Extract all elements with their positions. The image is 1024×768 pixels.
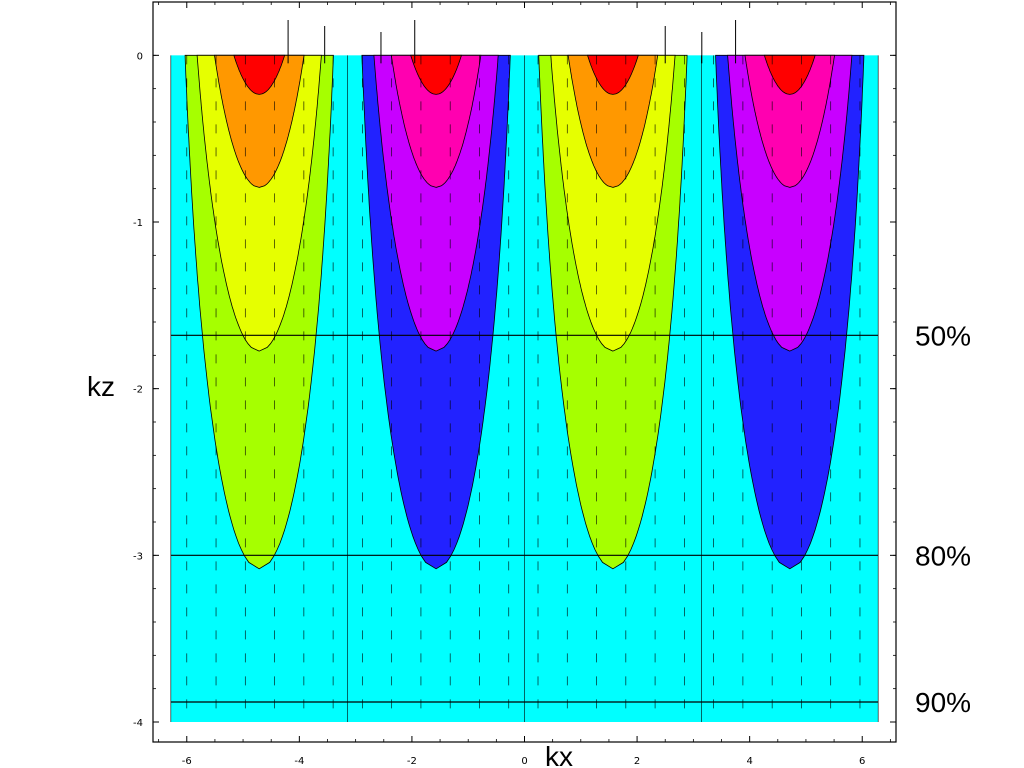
dashed-streamlines — [186, 20, 861, 722]
y-tick-label-0: 0 — [137, 51, 143, 62]
axis-ticks: -6 -4 -2 0 2 4 6 0 -1 -2 -3 -4 — [133, 2, 896, 767]
x-tick-label-5: 4 — [746, 756, 752, 767]
reference-label-1: 80% — [915, 540, 971, 571]
x-tick-label-0: -6 — [182, 756, 192, 767]
y-tick-label-4: -4 — [133, 718, 143, 729]
reference-label-2: 90% — [915, 687, 971, 718]
y-axis-label: kz — [87, 371, 115, 402]
contour-band-lobe-3-level-4 — [763, 54, 816, 95]
reference-lines: 50% 80% 90% — [170, 320, 971, 718]
x-tick-label-4: 2 — [634, 756, 640, 767]
y-tick-label-2: -2 — [133, 385, 143, 396]
x-tick-label-3: 0 — [521, 756, 527, 767]
contour-band-lobe-0-level-4 — [233, 54, 286, 95]
y-tick-label-3: -3 — [133, 551, 143, 562]
reference-label-0: 50% — [915, 320, 971, 351]
x-tick-label-2: -2 — [407, 756, 417, 767]
y-tick-label-1: -1 — [133, 218, 143, 229]
x-tick-label-6: 6 — [859, 756, 865, 767]
x-axis-label: kx — [545, 741, 573, 768]
x-tick-label-1: -4 — [294, 756, 304, 767]
contour-lines — [170, 55, 879, 722]
